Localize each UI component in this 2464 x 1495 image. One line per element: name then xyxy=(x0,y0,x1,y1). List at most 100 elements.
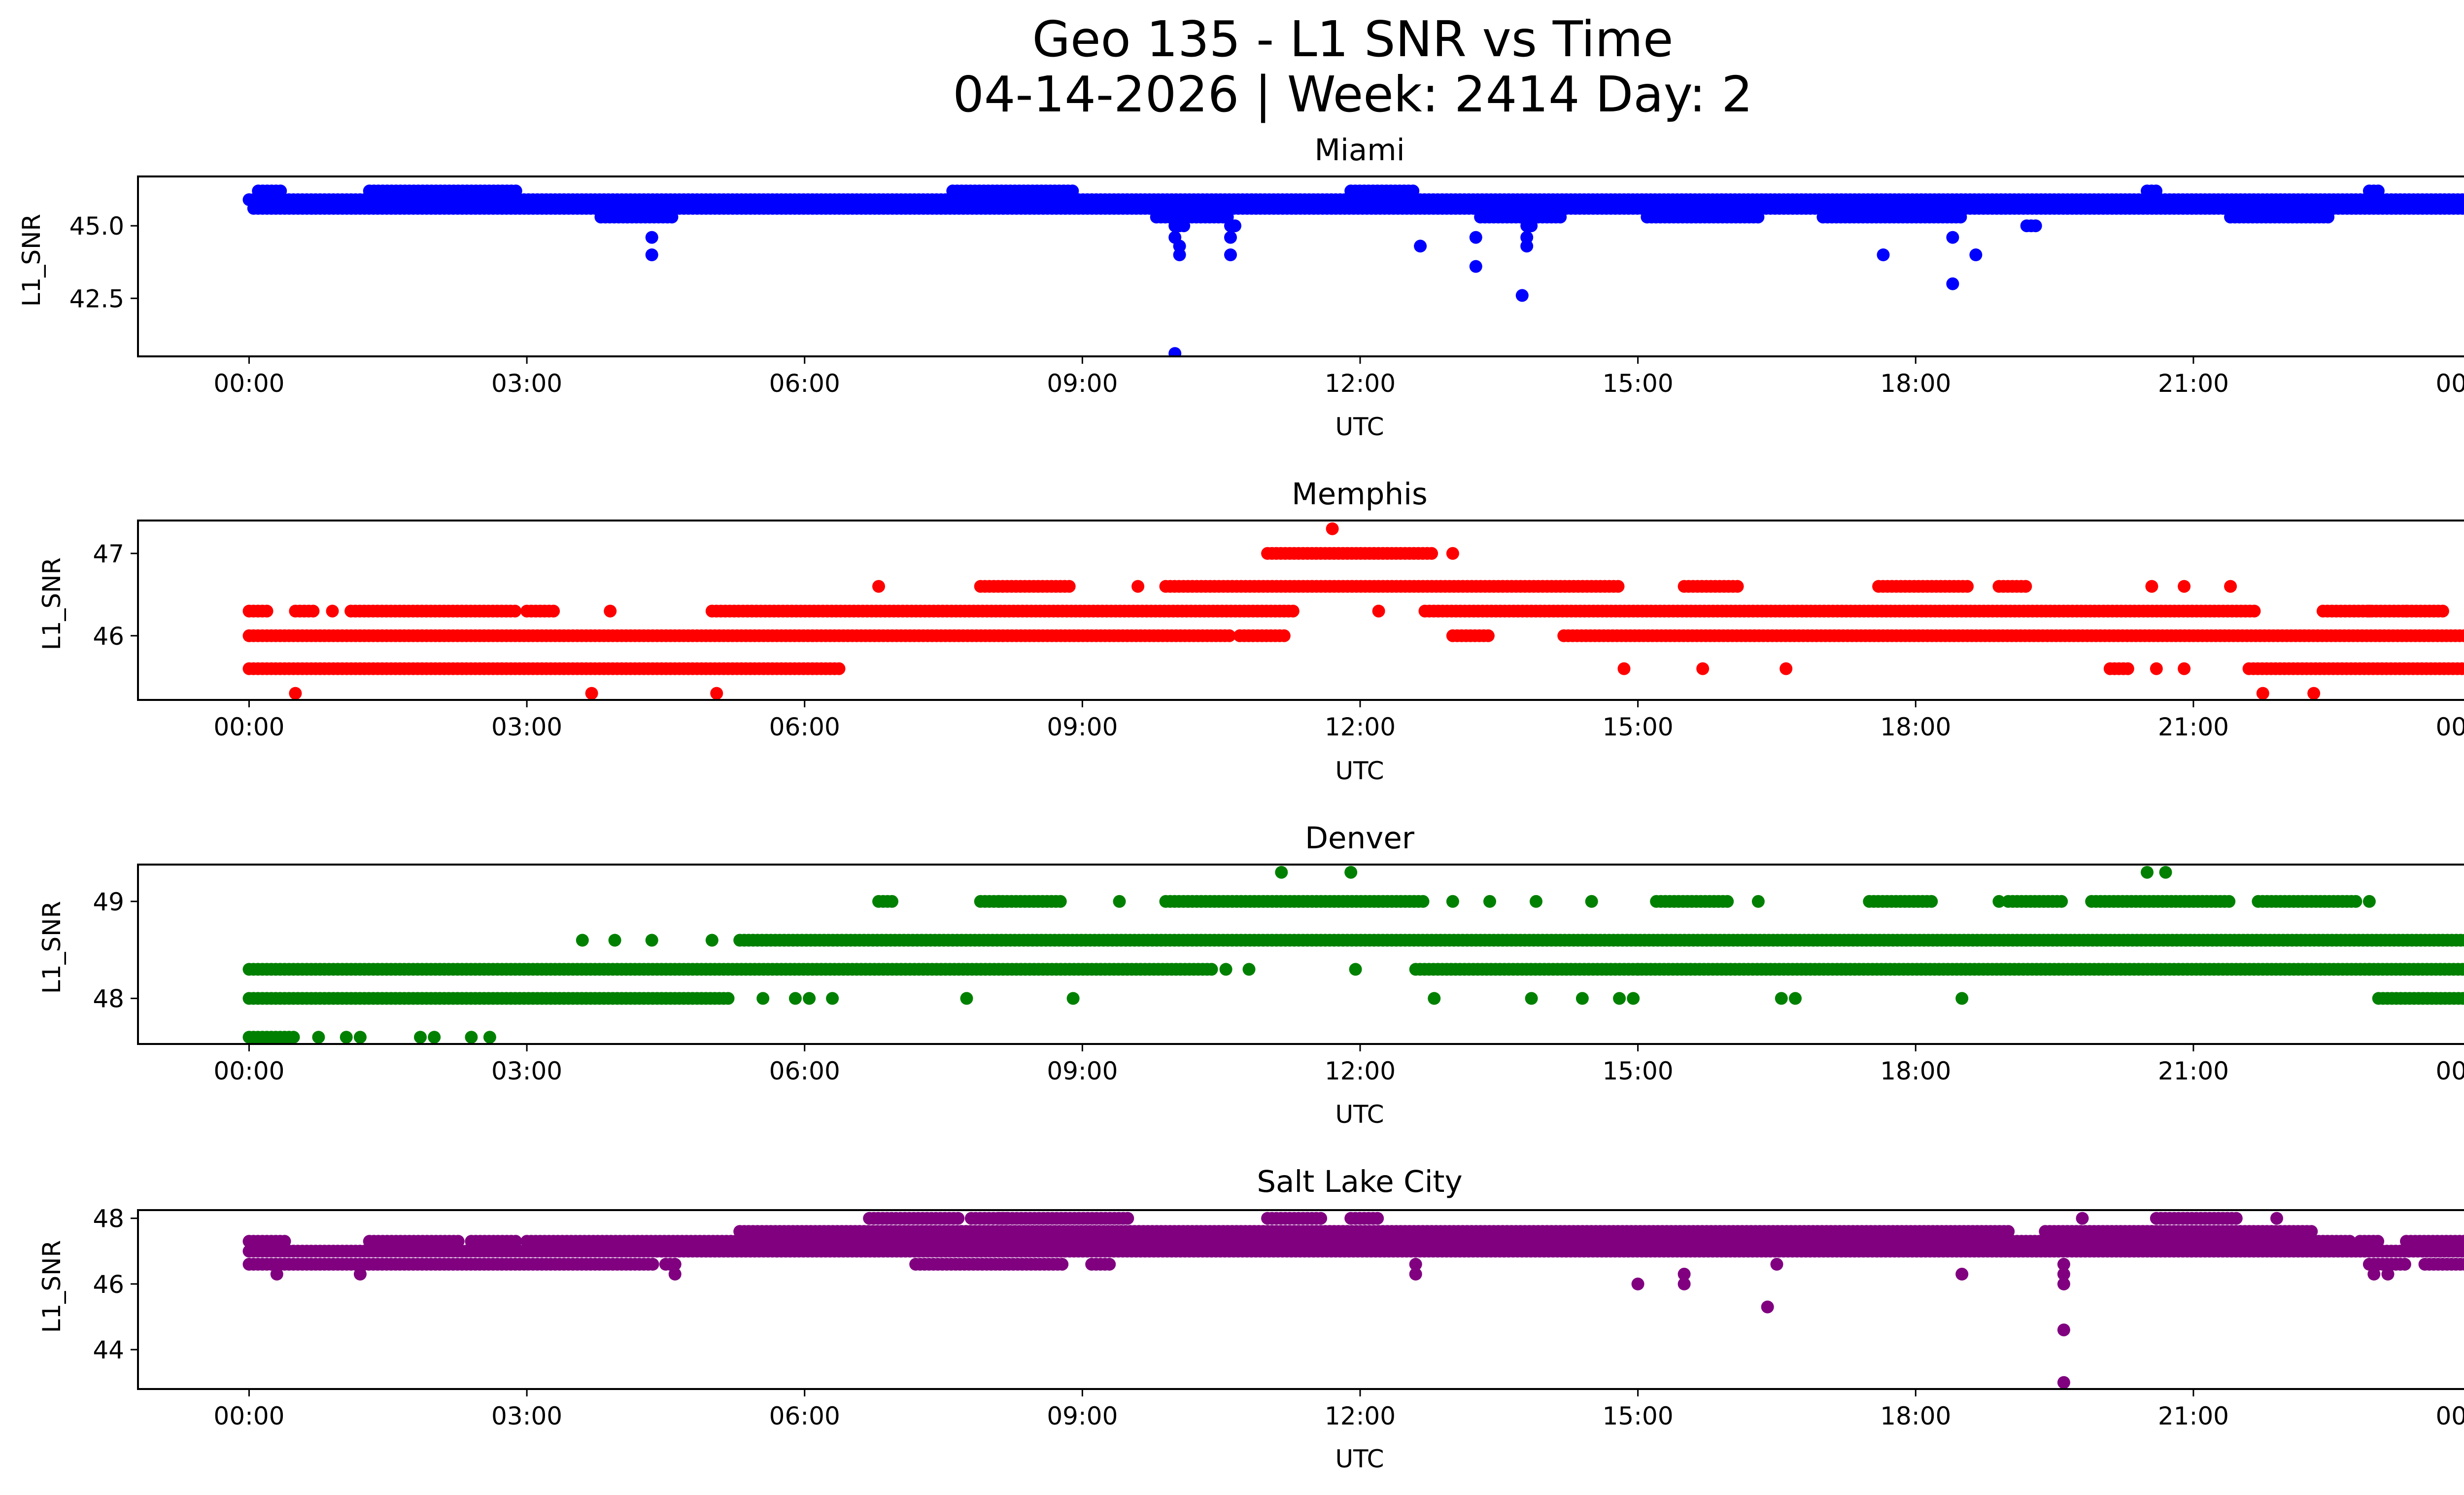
x-tick-label: 00:00 xyxy=(213,369,284,398)
data-point xyxy=(1066,184,1079,198)
data-point xyxy=(1414,240,1427,253)
x-tick-label: 00:00 xyxy=(2435,369,2464,398)
data-point xyxy=(1168,347,1182,356)
subplot-title: Salt Lake City xyxy=(1257,1164,1462,1199)
data-point xyxy=(826,992,839,1005)
data-point xyxy=(788,992,802,1005)
data-point xyxy=(645,231,658,244)
data-point xyxy=(1229,219,1241,233)
x-tick-label: 12:00 xyxy=(1325,369,1396,398)
data-point xyxy=(1554,210,1567,224)
subplot-memphis: Memphis L1_SNR UTC 00:00 03:00 06:00 09:00 1… xyxy=(37,477,2464,785)
data-point xyxy=(2150,184,2162,198)
data-point xyxy=(756,992,770,1005)
data-point xyxy=(665,210,679,224)
data-point xyxy=(1481,629,1495,642)
data-point xyxy=(710,687,723,700)
data-point xyxy=(1425,547,1438,560)
data-point xyxy=(604,604,617,618)
data-point xyxy=(278,1235,291,1248)
data-point xyxy=(1731,580,1744,593)
data-point xyxy=(1121,1212,1134,1225)
x-tick-label: 18:00 xyxy=(1880,713,1951,741)
subplot-title: Denver xyxy=(1305,821,1415,856)
data-point xyxy=(1469,231,1482,244)
x-tick-label: 18:00 xyxy=(1880,1057,1951,1085)
data-point xyxy=(1131,580,1145,593)
data-point xyxy=(1627,992,1640,1005)
y-axis-label: L1_SNR xyxy=(37,901,66,994)
data-point xyxy=(1314,1212,1328,1225)
data-point xyxy=(1219,963,1232,976)
data-point xyxy=(2019,580,2032,593)
data-point xyxy=(2178,662,2191,675)
data-point xyxy=(1349,963,1362,976)
data-point xyxy=(260,604,274,618)
data-point xyxy=(1789,992,1802,1005)
x-axis-label: UTC xyxy=(1335,1100,1384,1129)
data-point xyxy=(1946,231,1959,244)
data-point xyxy=(1173,248,1186,261)
data-point xyxy=(886,895,898,908)
data-point xyxy=(803,992,816,1005)
data-point xyxy=(1242,963,1256,976)
x-tick-label: 15:00 xyxy=(1603,369,1674,398)
data-point xyxy=(1446,547,1459,560)
data-point xyxy=(872,580,885,593)
data-point xyxy=(1344,866,1358,879)
data-point xyxy=(585,687,598,700)
data-point xyxy=(2460,194,2464,206)
data-point xyxy=(1613,992,1626,1005)
data-point xyxy=(1969,248,1983,261)
subplot-salt-lake-city: Salt Lake City L1_SNR UTC 00:00 03:00 06:0… xyxy=(37,1164,2464,1473)
data-point xyxy=(1066,992,1080,1005)
data-point xyxy=(1775,992,1788,1005)
data-point xyxy=(326,604,339,618)
data-point xyxy=(274,184,287,198)
data-point xyxy=(2029,219,2042,233)
y-axis-label: L1_SNR xyxy=(37,557,66,651)
x-tick-label: 15:00 xyxy=(1603,1057,1674,1085)
subplot-miami: Miami L1_SNR UTC 00:00 03:00 06:00 09:00 12:… xyxy=(17,133,2464,441)
data-point xyxy=(1286,604,1300,618)
y-tick-label: 46 xyxy=(93,622,124,651)
subplot-title: Miami xyxy=(1314,133,1404,168)
data-point xyxy=(2458,629,2464,642)
y-axis-label: L1_SNR xyxy=(37,1240,66,1333)
x-axis-label: UTC xyxy=(1335,757,1384,785)
data-point xyxy=(2141,866,2154,879)
data-point xyxy=(1721,895,1734,908)
data-point xyxy=(1617,662,1631,675)
data-point xyxy=(1961,580,1974,593)
data-point xyxy=(608,934,621,947)
data-point xyxy=(2055,895,2068,908)
data-point xyxy=(1224,248,1237,261)
subplot-denver: Denver L1_SNR UTC 00:00 03:00 06:00 09:00 12… xyxy=(37,821,2464,1129)
data-point xyxy=(2371,1235,2385,1248)
y-tick-label: 47 xyxy=(93,540,124,568)
data-point xyxy=(2159,866,2172,879)
data-point xyxy=(1205,963,1218,976)
x-axis-label: UTC xyxy=(1335,413,1384,441)
data-point xyxy=(1585,895,1598,908)
data-point xyxy=(312,1031,325,1044)
x-tick-label: 00:00 xyxy=(213,1057,284,1085)
data-point xyxy=(547,604,560,618)
data-point xyxy=(287,1031,300,1044)
x-tick-label: 03:00 xyxy=(491,713,562,741)
data-point xyxy=(428,1031,441,1044)
x-tick-label: 00:00 xyxy=(2435,1057,2464,1085)
data-point xyxy=(721,992,735,1005)
data-point xyxy=(451,1235,465,1248)
data-point xyxy=(509,1235,522,1248)
data-points xyxy=(242,866,2464,1044)
x-tick-label: 06:00 xyxy=(769,713,840,741)
data-point xyxy=(2362,895,2376,908)
y-tick-label: 45.0 xyxy=(69,212,124,241)
data-point xyxy=(2223,895,2236,908)
data-point xyxy=(483,1031,496,1044)
data-point xyxy=(1062,580,1076,593)
data-point xyxy=(1530,895,1542,908)
data-point xyxy=(2307,687,2321,700)
data-point xyxy=(1326,522,1339,535)
